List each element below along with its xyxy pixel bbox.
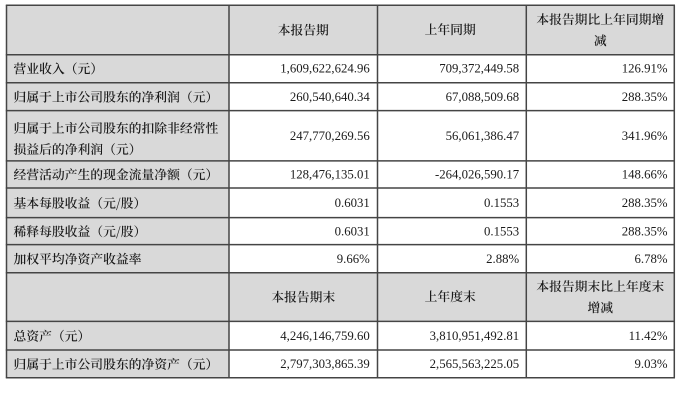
- svg-text:341.96%: 341.96%: [622, 129, 668, 143]
- svg-text:4,246,146,759.60: 4,246,146,759.60: [280, 329, 370, 343]
- svg-text:148.66%: 148.66%: [622, 168, 668, 182]
- svg-text:67,088,509.68: 67,088,509.68: [446, 90, 520, 104]
- svg-text:0.1553: 0.1553: [484, 224, 519, 238]
- svg-text:0.6031: 0.6031: [335, 224, 370, 238]
- svg-text:0.6031: 0.6031: [335, 196, 370, 210]
- svg-text:247,770,269.56: 247,770,269.56: [290, 129, 371, 143]
- svg-text:3,810,951,492.81: 3,810,951,492.81: [430, 329, 520, 343]
- svg-text:288.35%: 288.35%: [622, 90, 668, 104]
- svg-text:9.03%: 9.03%: [635, 357, 668, 371]
- svg-text:-264,026,590.17: -264,026,590.17: [435, 168, 520, 182]
- svg-text:11.42%: 11.42%: [629, 329, 668, 343]
- svg-text:9.66%: 9.66%: [337, 252, 370, 266]
- svg-text:128,476,135.01: 128,476,135.01: [290, 168, 370, 182]
- svg-text:288.35%: 288.35%: [622, 224, 668, 238]
- svg-text:56,061,386.47: 56,061,386.47: [446, 129, 520, 143]
- svg-text:288.35%: 288.35%: [622, 196, 668, 210]
- svg-text:2,565,563,225.05: 2,565,563,225.05: [430, 357, 520, 371]
- svg-text:2,797,303,865.39: 2,797,303,865.39: [280, 357, 370, 371]
- svg-text:6.78%: 6.78%: [635, 252, 668, 266]
- svg-text:2.88%: 2.88%: [486, 252, 519, 266]
- svg-text:1,609,622,624.96: 1,609,622,624.96: [280, 62, 370, 76]
- svg-text:260,540,640.34: 260,540,640.34: [290, 90, 371, 104]
- svg-text:709,372,449.58: 709,372,449.58: [439, 62, 519, 76]
- svg-text:126.91%: 126.91%: [622, 62, 668, 76]
- svg-text:0.1553: 0.1553: [484, 196, 519, 210]
